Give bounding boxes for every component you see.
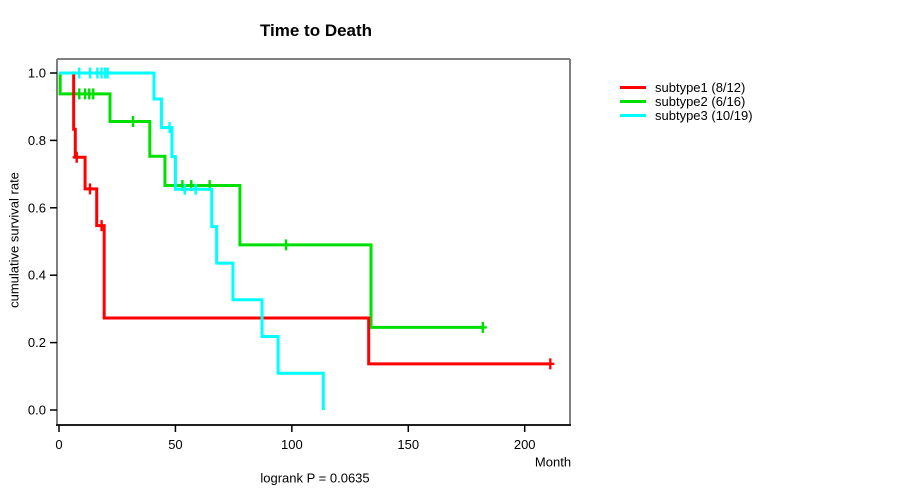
- legend-item-subtype2: subtype2 (6/16): [620, 94, 753, 110]
- x-tick-label: 0: [55, 437, 62, 452]
- legend-label: subtype2 (6/16): [655, 94, 746, 110]
- legend-line-swatch-green: [620, 100, 646, 104]
- y-tick-label: 0.2: [28, 335, 46, 350]
- y-tick-label: 0.8: [28, 133, 46, 148]
- legend: subtype1 (8/12) subtype2 (6/16) subtype3…: [620, 80, 753, 123]
- legend-line-swatch-red: [620, 85, 646, 89]
- y-tick-label: 0.4: [28, 268, 46, 283]
- x-axis-title: Month: [534, 454, 572, 470]
- legend-item-subtype1: subtype1 (8/12): [620, 79, 753, 95]
- x-tick-label: 50: [168, 437, 182, 452]
- legend-label: subtype3 (10/19): [655, 108, 753, 124]
- y-tick-label: 0.6: [28, 200, 46, 215]
- survival-curve-subtype2: [58, 71, 483, 329]
- logrank-annotation: logrank P = 0.0635: [260, 470, 370, 486]
- y-axis-title: cumulative survival rate: [6, 172, 22, 308]
- legend-item-subtype3: subtype3 (10/19): [620, 108, 753, 124]
- y-tick-label: 1.0: [28, 66, 46, 81]
- x-tick-label: 150: [397, 437, 419, 452]
- x-tick-label: 100: [281, 437, 303, 452]
- x-tick-label: 200: [514, 437, 536, 452]
- legend-label: subtype1 (8/12): [655, 79, 746, 95]
- y-tick-label: 0.0: [28, 403, 46, 418]
- legend-line-swatch-cyan: [620, 114, 646, 118]
- chart-title: Time to Death: [259, 21, 373, 40]
- survival-curve-subtype3: [59, 71, 325, 410]
